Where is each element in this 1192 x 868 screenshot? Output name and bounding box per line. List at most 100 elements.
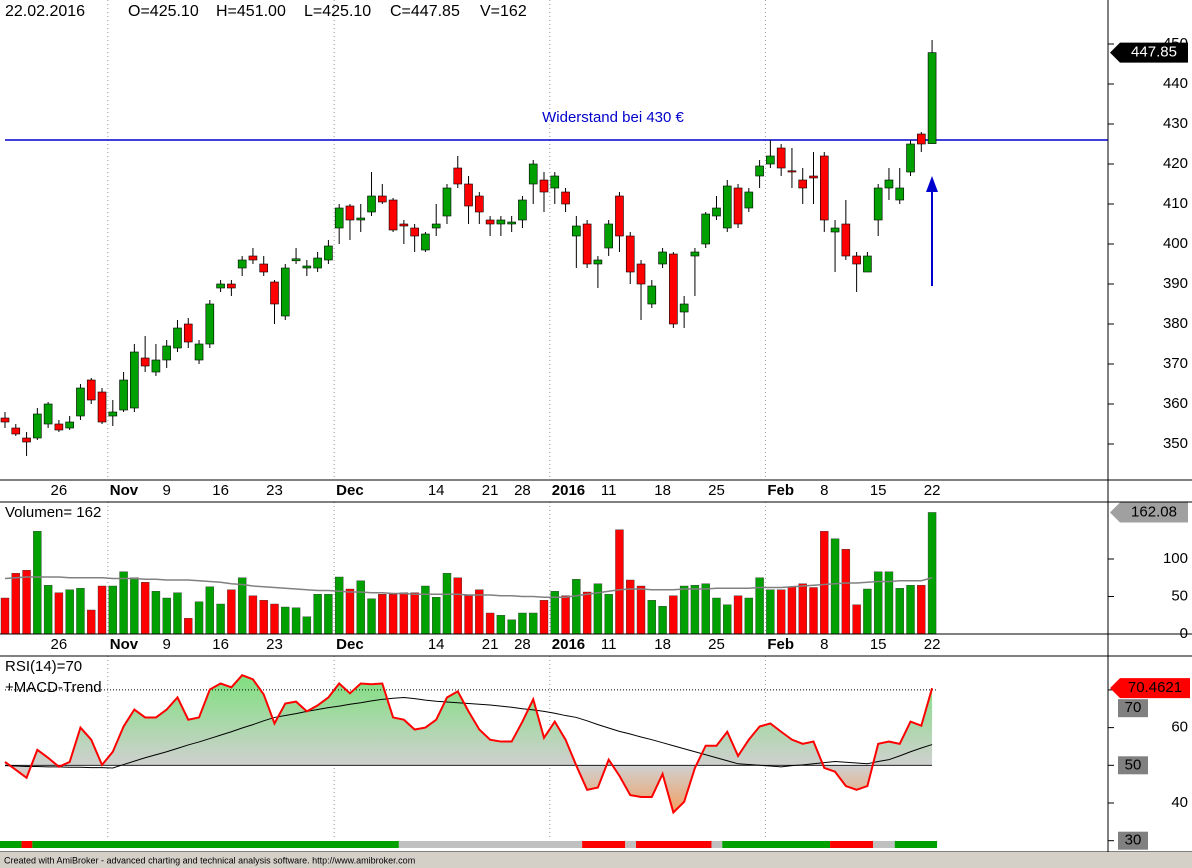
candle-body — [690, 251, 700, 257]
annotation: Widerstand bei 430 € — [542, 109, 684, 126]
candle-body — [496, 219, 506, 225]
x-tick-label: 23 — [266, 636, 283, 653]
x-tick-label: 14 — [428, 482, 445, 499]
candle-body — [11, 427, 21, 435]
candle-body — [399, 223, 409, 227]
level-box — [1118, 831, 1148, 850]
header-text: L=425.10 — [304, 3, 371, 20]
volume-bar — [216, 603, 225, 635]
x-tick-label: 22 — [924, 636, 941, 653]
candle-body — [151, 359, 161, 373]
candle-body — [679, 303, 689, 313]
volume-bar — [43, 585, 53, 635]
candle-body — [615, 195, 624, 237]
candle-body — [313, 257, 322, 269]
volume-bar — [766, 589, 775, 635]
candle-body — [431, 223, 441, 229]
volume-bar — [841, 549, 851, 635]
candle-body — [539, 179, 549, 193]
candle-body — [367, 195, 376, 213]
volume-bar — [604, 594, 613, 635]
volume-bar — [582, 591, 592, 635]
x-tick-label: 21 — [482, 636, 499, 653]
volume-bar — [615, 529, 624, 635]
y-tick-label: 40 — [1171, 794, 1188, 811]
volume-bar — [65, 589, 74, 635]
candle-body — [194, 343, 204, 361]
candle-body — [593, 259, 603, 265]
candle-body — [205, 303, 215, 345]
candle-body — [54, 423, 64, 431]
candle-body — [733, 187, 743, 225]
candle-body — [528, 163, 538, 185]
volume-bar — [410, 592, 419, 635]
volume-bar — [421, 585, 430, 635]
volume-average — [4, 576, 933, 598]
y-tick-label: 410 — [1163, 195, 1188, 212]
candle-body — [873, 187, 883, 221]
volume-bar — [561, 595, 570, 635]
volume-bar — [119, 571, 128, 635]
volume-bar — [108, 585, 118, 635]
candle-body — [162, 345, 171, 361]
volume-bar — [830, 538, 840, 635]
candle-body — [722, 185, 732, 229]
volume-bar — [205, 586, 215, 635]
candle-body — [819, 155, 829, 221]
y-tick-label: 430 — [1163, 115, 1188, 132]
trend-segment — [21, 841, 33, 848]
volume-bar — [927, 512, 937, 635]
candle-body — [291, 258, 301, 262]
footer-bar — [0, 852, 1192, 868]
volume-bar — [518, 612, 527, 635]
y-tick-label: 0 — [1180, 625, 1188, 642]
candle-body — [712, 207, 721, 217]
x-tick-label: 11 — [601, 482, 617, 499]
volume-bar — [809, 587, 818, 635]
candle-body — [669, 253, 678, 325]
candle-body — [604, 223, 613, 249]
candle-body — [140, 357, 150, 367]
x-tick-label: 18 — [654, 636, 671, 653]
y-tick-label: 440 — [1163, 75, 1188, 92]
volume-bar — [22, 570, 31, 635]
y-tick-label: 70 — [1125, 699, 1142, 716]
x-tick-label: Feb — [767, 636, 794, 653]
value-label: 162.08 — [1131, 503, 1177, 520]
candle-body — [798, 179, 808, 189]
x-tick-label: 25 — [708, 636, 725, 653]
candle-body — [582, 223, 592, 265]
trend-segment — [873, 841, 895, 848]
candle-body — [334, 207, 344, 229]
value-box — [1110, 502, 1188, 523]
candle-body — [259, 263, 269, 273]
volume-bar — [432, 597, 441, 635]
volume-bar — [140, 582, 150, 635]
x-tick-label: 21 — [482, 482, 499, 499]
x-tick-label: 2016 — [552, 482, 585, 499]
volume-bar — [76, 588, 85, 635]
volume-bar — [367, 598, 376, 635]
volume-bar — [453, 577, 462, 635]
x-tick-label: 15 — [870, 482, 887, 499]
trend-segment — [625, 841, 637, 848]
candle-body — [442, 187, 452, 217]
candle-body — [518, 199, 527, 221]
level-box — [1118, 699, 1148, 718]
volume-bar — [313, 594, 322, 635]
candle-body — [863, 255, 872, 273]
volume-bar — [356, 580, 365, 635]
candle-body — [776, 147, 786, 169]
volume-bar — [647, 600, 656, 635]
volume-bar — [593, 583, 603, 635]
x-tick-label: Feb — [767, 482, 794, 499]
volume-bar — [906, 585, 915, 635]
x-tick-label: Dec — [336, 636, 364, 653]
volume-bar — [151, 591, 161, 635]
volume-bar — [701, 583, 710, 635]
volume-bar — [442, 573, 452, 635]
candle-body — [895, 187, 905, 201]
candle-body — [119, 379, 128, 411]
candle-body — [97, 391, 107, 423]
volume-bar — [302, 616, 312, 635]
